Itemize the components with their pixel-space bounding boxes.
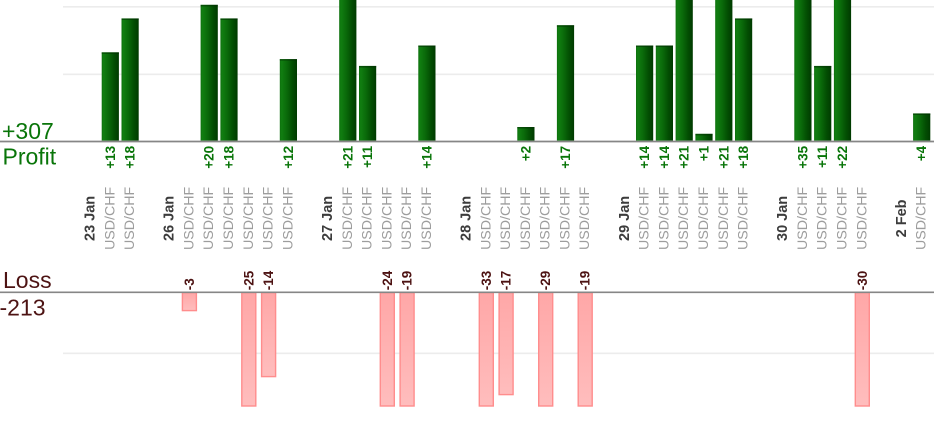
svg-text:USD/CHF: USD/CHF bbox=[835, 187, 851, 250]
svg-text:USD/CHF: USD/CHF bbox=[201, 187, 217, 250]
svg-text:-19: -19 bbox=[400, 271, 415, 291]
svg-text:USD/CHF: USD/CHF bbox=[102, 187, 118, 250]
svg-text:Loss: Loss bbox=[3, 267, 52, 293]
svg-text:USD/CHF: USD/CHF bbox=[696, 187, 712, 250]
svg-text:USD/CHF: USD/CHF bbox=[716, 187, 732, 250]
svg-text:+13: +13 bbox=[103, 145, 118, 168]
svg-text:+14: +14 bbox=[419, 145, 434, 168]
svg-text:-14: -14 bbox=[261, 270, 276, 290]
svg-text:USD/CHF: USD/CHF bbox=[854, 187, 870, 250]
svg-text:+11: +11 bbox=[815, 145, 830, 168]
svg-text:2 Feb: 2 Feb bbox=[894, 199, 910, 237]
svg-text:USD/CHF: USD/CHF bbox=[261, 187, 277, 250]
svg-text:26 Jan: 26 Jan bbox=[162, 196, 178, 241]
svg-text:+21: +21 bbox=[677, 145, 692, 168]
svg-text:+17: +17 bbox=[558, 146, 573, 169]
svg-text:28 Jan: 28 Jan bbox=[459, 196, 475, 241]
svg-text:USD/CHF: USD/CHF bbox=[676, 187, 692, 250]
svg-text:-33: -33 bbox=[479, 270, 494, 290]
svg-text:Profit: Profit bbox=[3, 143, 57, 169]
svg-text:USD/CHF: USD/CHF bbox=[498, 187, 514, 250]
svg-text:USD/CHF: USD/CHF bbox=[538, 187, 554, 250]
svg-text:-3: -3 bbox=[182, 278, 197, 290]
svg-text:+20: +20 bbox=[202, 146, 217, 169]
svg-text:+1: +1 bbox=[697, 145, 712, 161]
svg-text:USD/CHF: USD/CHF bbox=[637, 187, 653, 250]
svg-text:+4: +4 bbox=[914, 145, 929, 161]
svg-text:USD/CHF: USD/CHF bbox=[241, 187, 257, 250]
svg-text:USD/CHF: USD/CHF bbox=[181, 187, 197, 250]
svg-text:USD/CHF: USD/CHF bbox=[795, 187, 811, 250]
svg-text:+21: +21 bbox=[716, 145, 731, 168]
svg-text:USD/CHF: USD/CHF bbox=[558, 187, 574, 250]
svg-text:USD/CHF: USD/CHF bbox=[360, 187, 376, 250]
svg-text:-30: -30 bbox=[855, 271, 870, 291]
svg-text:-29: -29 bbox=[538, 271, 553, 291]
svg-text:+14: +14 bbox=[657, 145, 672, 168]
svg-text:-213: -213 bbox=[0, 295, 46, 321]
svg-text:23 Jan: 23 Jan bbox=[83, 196, 99, 241]
svg-text:USD/CHF: USD/CHF bbox=[577, 187, 593, 250]
svg-text:USD/CHF: USD/CHF bbox=[914, 187, 930, 250]
svg-text:USD/CHF: USD/CHF bbox=[656, 187, 672, 250]
svg-text:USD/CHF: USD/CHF bbox=[221, 187, 237, 250]
svg-text:+14: +14 bbox=[637, 145, 652, 168]
svg-text:-24: -24 bbox=[380, 270, 395, 290]
svg-text:USD/CHF: USD/CHF bbox=[419, 187, 435, 250]
svg-text:+11: +11 bbox=[360, 145, 375, 168]
svg-text:27 Jan: 27 Jan bbox=[320, 196, 336, 241]
svg-text:USD/CHF: USD/CHF bbox=[379, 187, 395, 250]
svg-text:+18: +18 bbox=[222, 145, 237, 168]
svg-text:+22: +22 bbox=[835, 146, 850, 169]
svg-text:29 Jan: 29 Jan bbox=[617, 196, 633, 241]
svg-text:+18: +18 bbox=[736, 145, 751, 168]
svg-text:+307: +307 bbox=[2, 118, 54, 144]
svg-text:+18: +18 bbox=[123, 145, 138, 168]
svg-text:+2: +2 bbox=[518, 146, 533, 161]
svg-text:USD/CHF: USD/CHF bbox=[122, 187, 138, 250]
svg-text:+35: +35 bbox=[795, 145, 810, 168]
svg-text:-17: -17 bbox=[499, 271, 514, 291]
svg-text:USD/CHF: USD/CHF bbox=[280, 187, 296, 250]
svg-text:USD/CHF: USD/CHF bbox=[518, 187, 534, 250]
svg-text:USD/CHF: USD/CHF bbox=[399, 187, 415, 250]
svg-text:USD/CHF: USD/CHF bbox=[340, 187, 356, 250]
svg-text:-25: -25 bbox=[241, 270, 256, 290]
svg-text:+12: +12 bbox=[281, 146, 296, 169]
svg-text:-19: -19 bbox=[578, 271, 593, 291]
svg-text:USD/CHF: USD/CHF bbox=[736, 187, 752, 250]
svg-text:30 Jan: 30 Jan bbox=[775, 196, 791, 241]
svg-text:USD/CHF: USD/CHF bbox=[815, 187, 831, 250]
svg-text:+21: +21 bbox=[340, 145, 355, 168]
svg-text:USD/CHF: USD/CHF bbox=[478, 187, 494, 250]
